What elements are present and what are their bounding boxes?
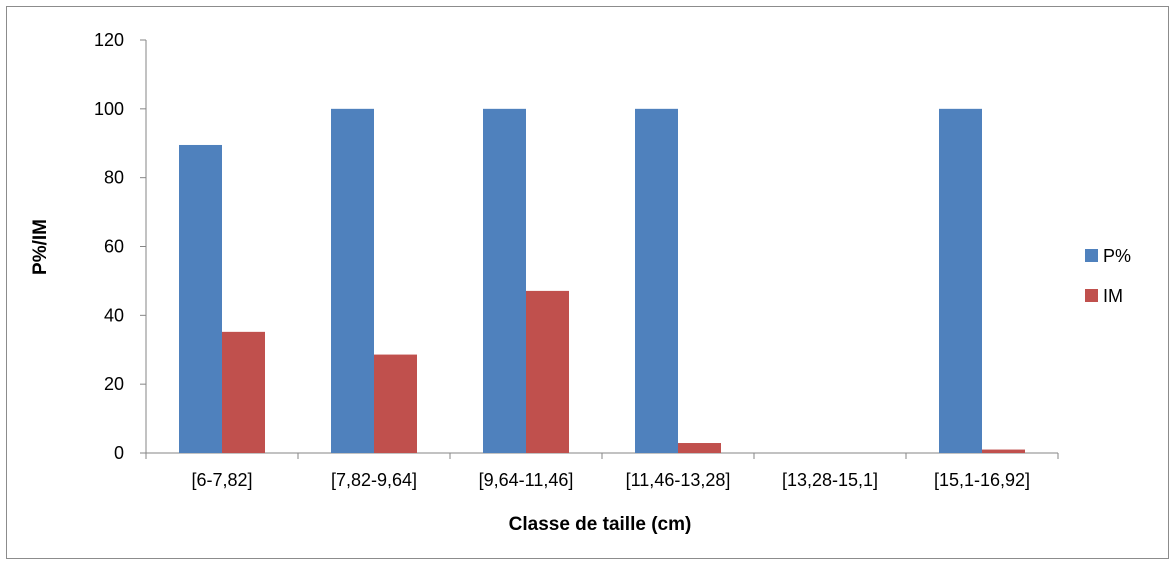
bars [179, 108, 1025, 454]
x-tick-label: [11,46-13,28] [626, 470, 731, 490]
y-tick-label: 40 [104, 305, 124, 325]
y-tick-label: 80 [104, 168, 124, 188]
bar-p [179, 144, 222, 454]
y-tick-label: 120 [94, 30, 124, 50]
legend-swatch [1085, 249, 1098, 262]
y-axis: 0 20 40 60 80 100 120 [94, 30, 147, 463]
bar-im [526, 290, 569, 453]
x-axis-title: Classe de taille (cm) [509, 514, 692, 535]
y-tick-label: 20 [104, 374, 124, 394]
x-tick-label: [7,82-9,64] [331, 470, 417, 490]
x-tick-label: [15,1-16,92] [934, 470, 1030, 490]
x-tick-label: [13,28-15,1] [782, 470, 878, 490]
y-tick-label: 100 [94, 99, 124, 119]
x-axis: [6-7,82] [7,82-9,64] [9,64-11,46] [11,46-13… [145, 452, 1059, 490]
x-tick-label: [9,64-11,46] [479, 470, 574, 490]
legend-label: IM [1103, 286, 1123, 306]
bar-im [222, 331, 265, 453]
y-tick-label: 60 [104, 237, 124, 257]
bar-p [939, 108, 982, 453]
y-tick-label: 0 [114, 443, 124, 463]
bar-p [483, 108, 526, 453]
bar-p [331, 108, 374, 453]
legend: P% IM [1085, 246, 1131, 306]
y-axis-title: P%/IM [30, 219, 51, 275]
legend-label: P% [1103, 246, 1131, 266]
legend-swatch [1085, 289, 1098, 302]
bar-im [982, 449, 1025, 453]
bar-im [374, 354, 417, 453]
bar-p [635, 108, 678, 453]
x-tick-label: [6-7,82] [191, 470, 252, 490]
bar-im [678, 443, 721, 453]
